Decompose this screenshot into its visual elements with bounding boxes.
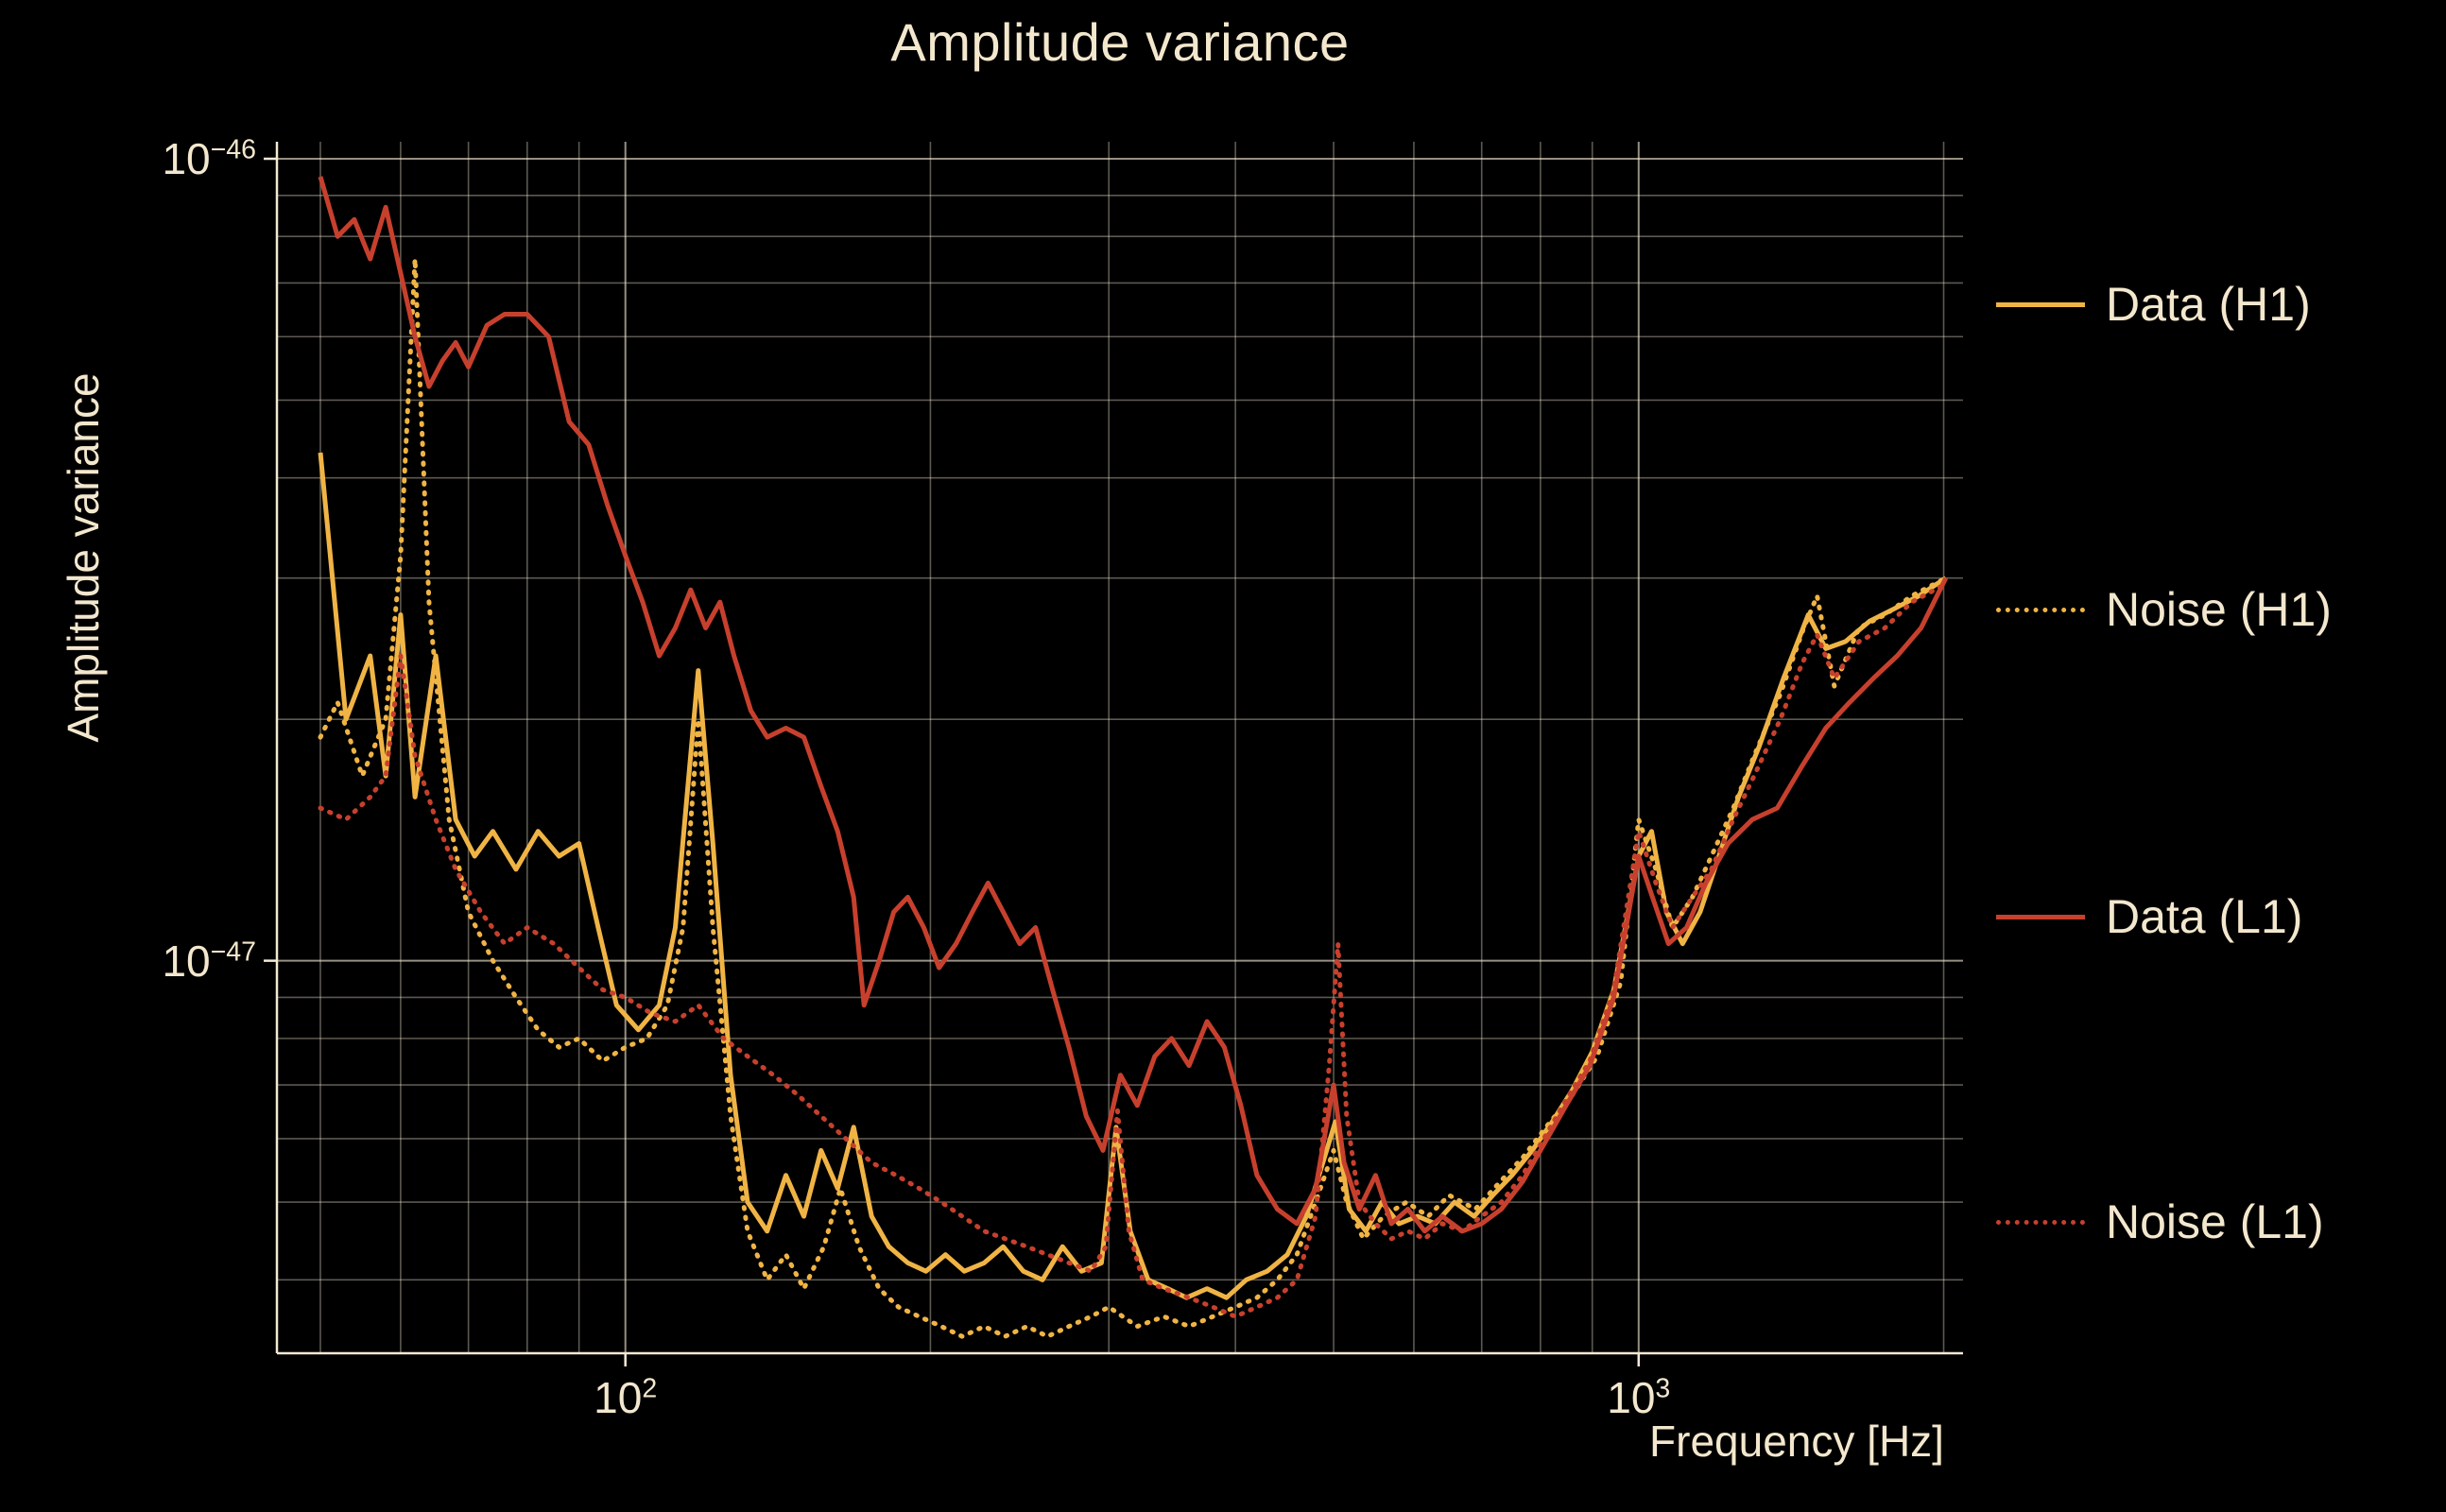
- x-tick-exponent: 3: [1655, 1373, 1671, 1404]
- x-axis-label: Frequency [Hz]: [1649, 1417, 1944, 1466]
- chart-title: Amplitude variance: [890, 12, 1350, 72]
- legend-item-data-h1: Data (H1): [1996, 277, 2311, 332]
- legend-label: Data (L1): [2106, 890, 2303, 943]
- y-tick-1e-46: 10−46: [162, 133, 256, 184]
- legend-item-data-l1: Data (L1): [1996, 889, 2302, 944]
- legend-line-sample-dotted-gold: [1996, 607, 2085, 612]
- y-tick-1e-47: 10−47: [162, 936, 256, 987]
- x-tick-base: 10: [594, 1373, 643, 1422]
- y-tick-base: 10: [162, 133, 211, 183]
- x-tick-100: 102: [594, 1372, 657, 1423]
- x-tick-1000: 103: [1607, 1372, 1670, 1423]
- x-tick-exponent: 2: [642, 1373, 658, 1404]
- y-tick-exponent: −46: [210, 134, 256, 165]
- legend-line-sample-solid-red: [1996, 914, 2085, 919]
- legend-label: Data (H1): [2106, 278, 2311, 331]
- legend-line-sample-solid-gold: [1996, 301, 2085, 307]
- legend-label: Noise (H1): [2106, 583, 2332, 636]
- x-tick-base: 10: [1607, 1373, 1656, 1422]
- y-tick-exponent: −47: [210, 936, 256, 968]
- y-tick-base: 10: [162, 936, 211, 986]
- legend-label: Noise (L1): [2106, 1195, 2324, 1248]
- legend-item-noise-h1: Noise (H1): [1996, 582, 2332, 637]
- legend-line-sample-dotted-red: [1996, 1219, 2085, 1225]
- legend-item-noise-l1: Noise (L1): [1996, 1194, 2324, 1249]
- y-axis-label: Amplitude variance: [59, 372, 108, 743]
